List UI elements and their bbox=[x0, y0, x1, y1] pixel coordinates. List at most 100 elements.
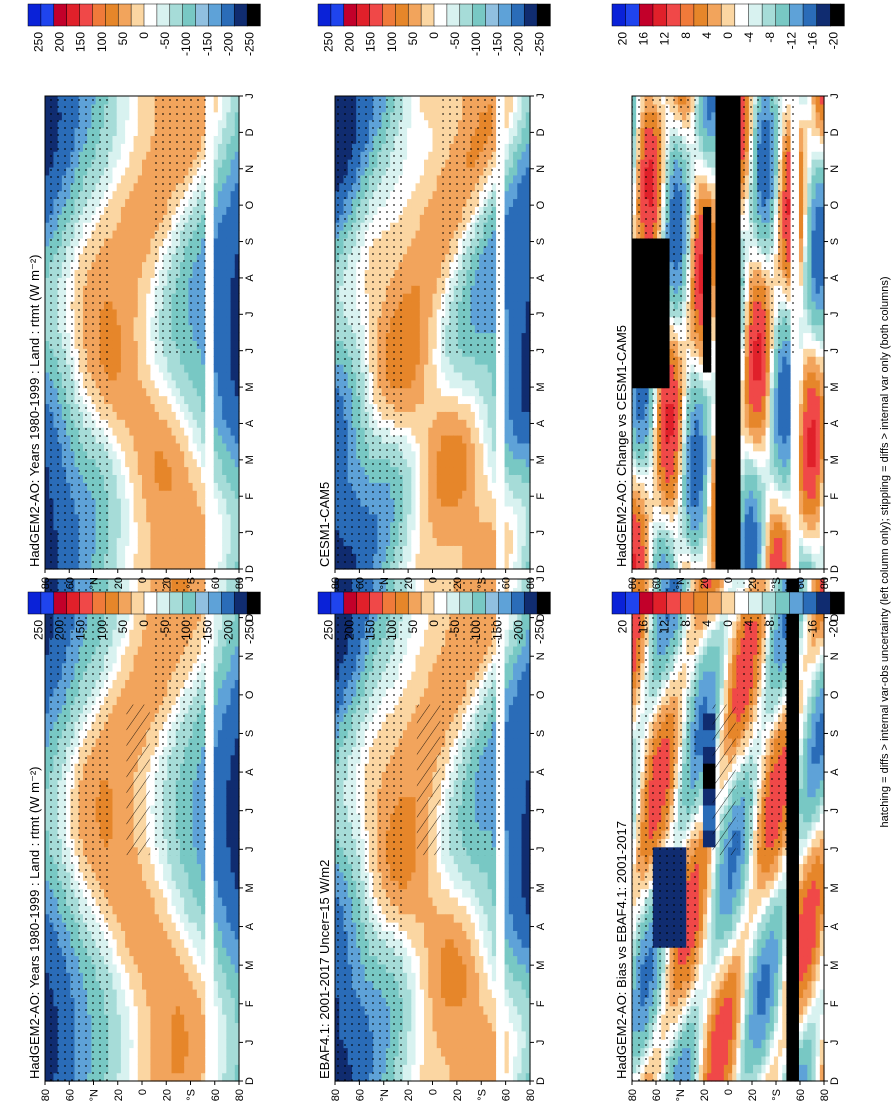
heat-cell bbox=[180, 1014, 185, 1023]
heat-cell bbox=[146, 356, 151, 364]
heat-cell bbox=[142, 545, 147, 553]
heat-cell bbox=[138, 490, 143, 498]
heat-cell bbox=[134, 364, 139, 372]
heat-cell bbox=[176, 989, 181, 998]
heat-cell bbox=[150, 922, 155, 931]
heat-cell bbox=[117, 1064, 122, 1073]
heat-cell bbox=[231, 822, 236, 831]
heat-cell bbox=[112, 151, 117, 159]
heat-cell bbox=[167, 467, 172, 475]
heat-cell bbox=[226, 671, 231, 680]
heat-cell bbox=[125, 348, 130, 356]
heat-cell bbox=[159, 964, 164, 973]
heat-cell bbox=[129, 262, 134, 270]
heat-cell bbox=[218, 981, 223, 990]
heat-cell bbox=[209, 914, 214, 923]
heat-cell bbox=[172, 1073, 177, 1082]
heat-cell bbox=[112, 364, 117, 372]
heat-cell bbox=[134, 863, 139, 872]
heat-cell bbox=[142, 301, 147, 309]
heat-cell bbox=[112, 755, 117, 764]
heat-cell bbox=[112, 396, 117, 404]
heat-cell bbox=[117, 214, 122, 222]
heat-cell bbox=[222, 947, 227, 956]
heat-cell bbox=[201, 964, 206, 973]
heat-cell bbox=[125, 498, 130, 506]
heat-cell bbox=[167, 545, 172, 553]
heat-cell bbox=[142, 356, 147, 364]
heat-cell bbox=[150, 939, 155, 948]
heat-cell bbox=[146, 1039, 151, 1048]
heat-cell bbox=[231, 721, 236, 730]
heat-cell bbox=[117, 863, 122, 872]
heat-cell bbox=[121, 822, 126, 831]
lat-tick-label: °S bbox=[186, 1089, 198, 1101]
heat-cell bbox=[121, 167, 126, 175]
heat-cell bbox=[138, 989, 143, 998]
heat-cell bbox=[176, 443, 181, 451]
heat-cell bbox=[117, 972, 122, 981]
heat-cell bbox=[129, 964, 134, 973]
heat-cell bbox=[193, 889, 198, 898]
heat-cell bbox=[197, 956, 202, 965]
heat-cell bbox=[129, 277, 134, 285]
heat-cell bbox=[226, 771, 231, 780]
heat-cell bbox=[117, 96, 122, 104]
heat-cell bbox=[150, 1031, 155, 1040]
heat-cell bbox=[180, 427, 185, 435]
heat-cell bbox=[134, 411, 139, 419]
month-tick-label: M bbox=[244, 883, 256, 892]
heat-cell bbox=[167, 498, 172, 506]
heat-cell bbox=[138, 663, 143, 672]
heat-cell bbox=[138, 897, 143, 906]
heat-cell bbox=[150, 498, 155, 506]
heat-cell bbox=[134, 956, 139, 965]
heat-cell bbox=[117, 905, 122, 914]
heat-cell bbox=[218, 805, 223, 814]
heat-cell bbox=[129, 498, 134, 506]
heat-cell bbox=[201, 956, 206, 965]
heat-cell bbox=[112, 246, 117, 254]
heat-cell bbox=[193, 506, 198, 514]
heat-cell bbox=[197, 981, 202, 990]
heat-cell bbox=[129, 419, 134, 427]
heat-cell bbox=[121, 863, 126, 872]
heat-cell bbox=[150, 1022, 155, 1031]
heat-cell bbox=[129, 956, 134, 965]
heat-cell bbox=[159, 855, 164, 864]
heat-cell bbox=[155, 474, 160, 482]
heat-cell bbox=[155, 356, 160, 364]
heat-cell bbox=[180, 1056, 185, 1065]
heat-cell bbox=[222, 805, 227, 814]
heat-cell bbox=[121, 396, 126, 404]
heat-cell bbox=[184, 553, 189, 561]
heat-cell bbox=[172, 356, 177, 364]
heat-cell bbox=[129, 947, 134, 956]
heat-cell bbox=[201, 863, 206, 872]
heat-cell bbox=[112, 855, 117, 864]
heat-cell bbox=[142, 872, 147, 881]
heat-cell bbox=[218, 1056, 223, 1065]
heat-cell bbox=[134, 467, 139, 475]
heat-cell bbox=[214, 1056, 219, 1065]
heat-cell bbox=[209, 688, 214, 697]
heat-cell bbox=[163, 459, 168, 467]
heat-cell bbox=[193, 863, 198, 872]
heat-cell bbox=[197, 435, 202, 443]
heat-cell bbox=[222, 696, 227, 705]
heat-cell bbox=[146, 151, 151, 159]
heat-cell bbox=[146, 104, 151, 112]
heat-cell bbox=[117, 646, 122, 655]
heat-cell bbox=[218, 755, 223, 764]
heat-cell bbox=[138, 427, 143, 435]
heat-cell bbox=[121, 646, 126, 655]
heat-cell bbox=[112, 285, 117, 293]
heat-cell bbox=[146, 514, 151, 522]
heat-cell bbox=[167, 372, 172, 380]
heat-cell bbox=[209, 755, 214, 764]
heat-cell bbox=[125, 340, 130, 348]
heat-cell bbox=[188, 855, 193, 864]
heat-cell bbox=[197, 964, 202, 973]
heat-cell bbox=[163, 1039, 168, 1048]
heat-cell bbox=[138, 1014, 143, 1023]
